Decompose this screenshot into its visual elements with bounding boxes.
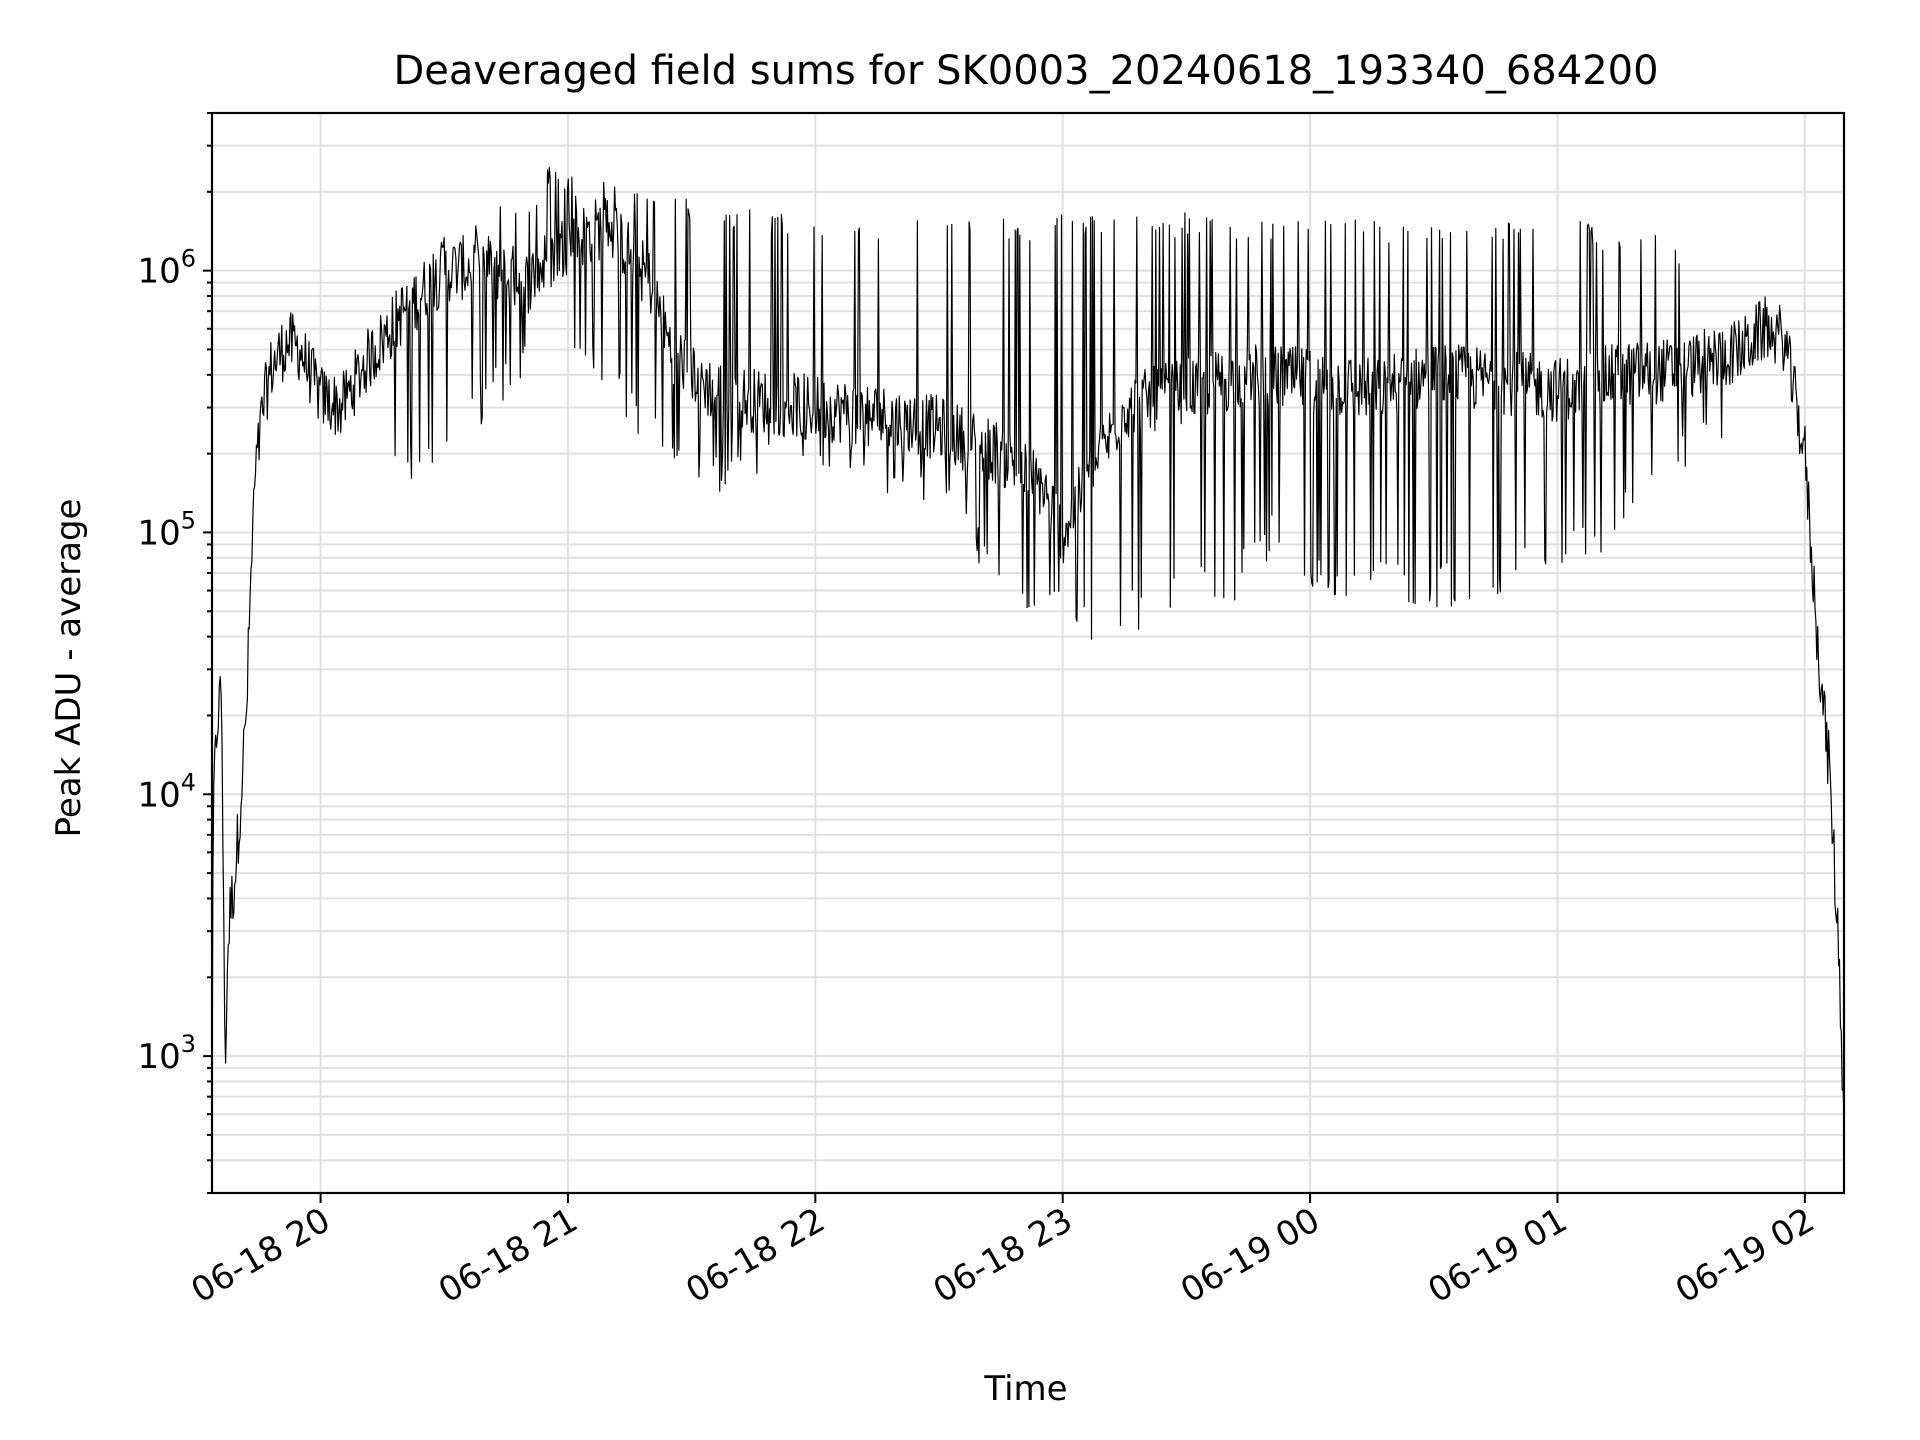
chart-title: Deaveraged field sums for SK0003_2024061… xyxy=(393,48,1658,94)
data-line-layer xyxy=(211,166,1845,1118)
x-tick-label: 06-19 02 xyxy=(1669,1200,1821,1311)
y-tick-label: 104 xyxy=(137,768,196,815)
x-tick-label: 06-19 01 xyxy=(1422,1200,1574,1311)
x-tick-label: 06-18 23 xyxy=(927,1200,1079,1311)
x-tick-label: 06-18 22 xyxy=(679,1200,831,1311)
plot-frame xyxy=(210,111,1846,1195)
x-tick-label: 06-19 00 xyxy=(1174,1200,1326,1311)
x-axis-label: Time xyxy=(983,1369,1067,1409)
x-tick-label: 06-18 20 xyxy=(185,1200,337,1311)
x-tick-label: 06-18 21 xyxy=(432,1200,584,1311)
y-tick-label: 103 xyxy=(137,1030,196,1077)
series-line xyxy=(211,166,1845,1118)
y-tick-label: 105 xyxy=(137,506,196,553)
y-axis-label: Peak ADU - average xyxy=(49,499,89,838)
axis-ticks: 103 104 105 106 06-18 20 06-18 21 06-18 22 06-1… xyxy=(137,112,1821,1311)
y-tick-label: 106 xyxy=(137,245,196,292)
